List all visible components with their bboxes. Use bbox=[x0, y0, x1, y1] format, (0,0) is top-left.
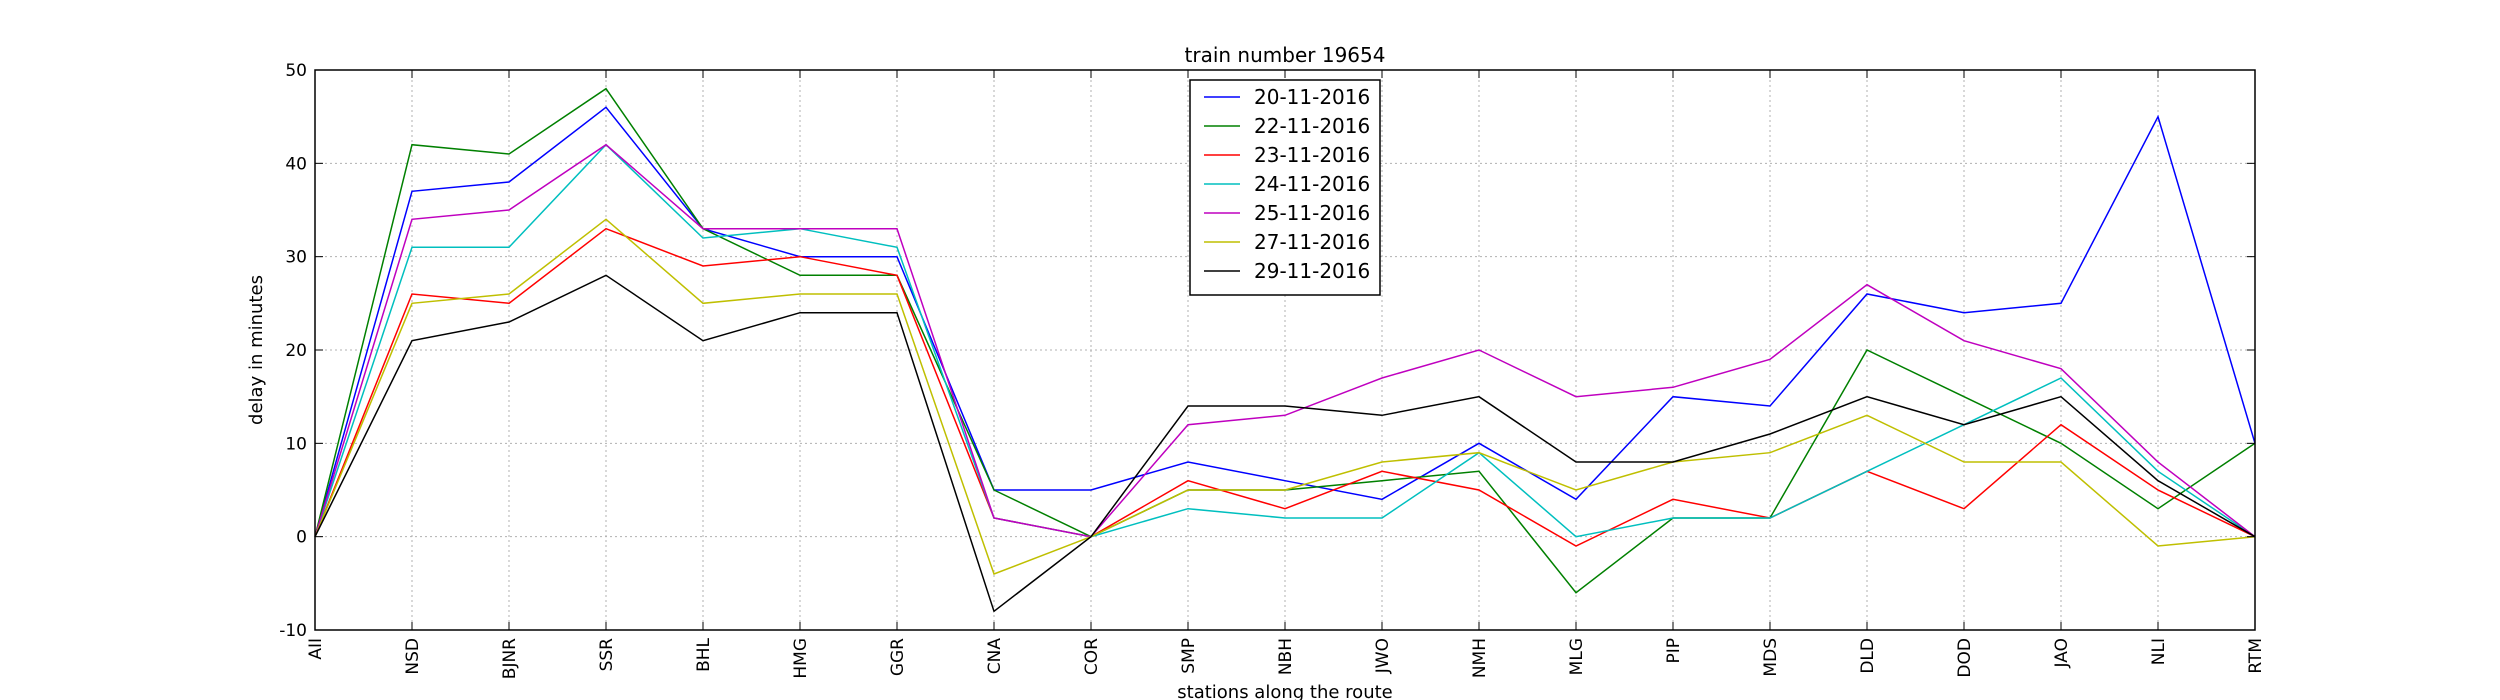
x-axis-label: stations along the route bbox=[1177, 682, 1392, 700]
x-tick-label: BJNR bbox=[500, 638, 520, 679]
x-axis-ticks: AII NSD BJNR SSR BHL HMG GGR CNA COR SMP NBH JWO NMH… bbox=[306, 70, 2266, 679]
x-tick-label: RTM bbox=[2246, 638, 2266, 674]
y-axis-ticks: -10 0 10 20 30 40 50 bbox=[279, 61, 2255, 641]
x-tick-label: BHL bbox=[694, 637, 714, 671]
series-line-27-11-2016 bbox=[314, 218, 2256, 575]
series-lines bbox=[314, 87, 2256, 613]
x-tick-label: JWO bbox=[1373, 638, 1393, 674]
y-tick-label: 30 bbox=[285, 248, 307, 268]
x-tick-label: PIP bbox=[1664, 638, 1684, 664]
legend-entry: 24-11-2016 bbox=[1254, 172, 1370, 196]
x-tick-label: NSD bbox=[403, 638, 423, 675]
x-tick-label: DLD bbox=[1858, 638, 1878, 674]
legend-entry: 27-11-2016 bbox=[1254, 230, 1370, 254]
x-tick-label: DOD bbox=[1955, 638, 1975, 678]
x-tick-label: MDS bbox=[1761, 638, 1781, 677]
y-tick-label: 50 bbox=[285, 61, 307, 81]
x-tick-label: HMG bbox=[791, 638, 811, 679]
legend-box bbox=[1189, 79, 1381, 296]
x-tick-label: NLI bbox=[2149, 638, 2169, 665]
series-line-29-11-2016 bbox=[314, 274, 2256, 613]
series-line-20-11-2016 bbox=[314, 106, 2256, 537]
y-tick-label: 40 bbox=[285, 154, 307, 174]
y-tick-label: -10 bbox=[279, 621, 307, 641]
y-tick-label: 0 bbox=[296, 528, 307, 548]
x-tick-label: AII bbox=[306, 638, 326, 660]
x-tick-label: NBH bbox=[1276, 638, 1296, 675]
x-tick-label: CNA bbox=[985, 638, 1005, 675]
legend-entry: 25-11-2016 bbox=[1254, 201, 1370, 225]
legend-entry: 23-11-2016 bbox=[1254, 143, 1370, 167]
chart-title: train number 19654 bbox=[1185, 43, 1386, 67]
y-tick-label: 20 bbox=[285, 341, 307, 361]
y-tick-label: 10 bbox=[285, 434, 307, 454]
legend-entry: 22-11-2016 bbox=[1254, 114, 1370, 138]
x-tick-label: COR bbox=[1082, 638, 1102, 675]
series-line-24-11-2016 bbox=[314, 143, 2256, 538]
x-tick-label: JAO bbox=[2052, 638, 2072, 668]
series-line-25-11-2016 bbox=[314, 143, 2256, 538]
legend-entry: 29-11-2016 bbox=[1254, 259, 1370, 283]
x-tick-label: NMH bbox=[1470, 638, 1490, 678]
legend-entry: 20-11-2016 bbox=[1254, 85, 1370, 109]
x-tick-label: GGR bbox=[888, 638, 908, 676]
x-tick-label: SSR bbox=[597, 638, 617, 672]
series-line-23-11-2016 bbox=[314, 227, 2256, 547]
x-tick-label: SMP bbox=[1179, 638, 1199, 674]
y-axis-label: delay in minutes bbox=[246, 275, 267, 425]
x-tick-label: MLG bbox=[1567, 638, 1587, 675]
legend: 20-11-2016 22-11-2016 23-11-2016 24-11-2016… bbox=[1189, 79, 1381, 296]
